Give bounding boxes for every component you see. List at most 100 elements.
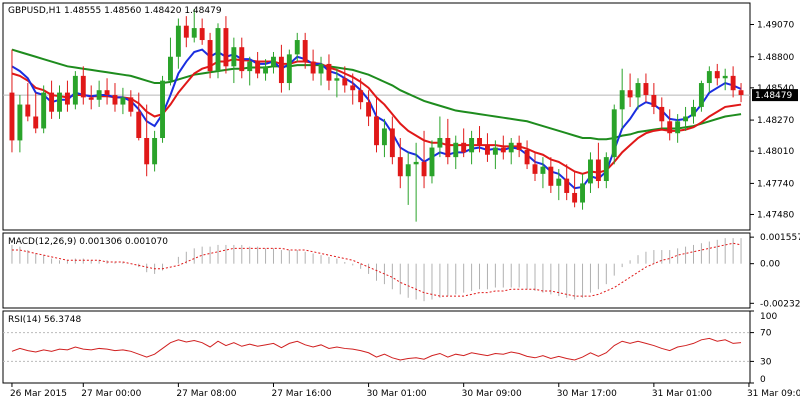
ohlc-high: 1.48560 — [104, 6, 141, 16]
candle-body — [41, 92, 47, 129]
time-tick-label: 27 Mar 00:00 — [81, 389, 141, 399]
candle-body — [532, 164, 538, 174]
candle-body — [128, 97, 134, 112]
bear-candle — [183, 16, 189, 48]
bear-candle — [350, 73, 356, 105]
candle-body — [580, 183, 585, 203]
ohlc-open: 1.48555 — [64, 6, 101, 16]
bear-candle — [112, 83, 118, 112]
bear-candle — [651, 83, 657, 115]
bear-candle — [484, 133, 490, 162]
current-price-tag: 1.48479 — [752, 89, 798, 102]
bear-candle — [374, 97, 379, 153]
bear-candle — [389, 116, 395, 165]
candle-body — [714, 71, 720, 79]
candle-body — [429, 147, 435, 177]
bull-candle — [453, 135, 459, 170]
bear-candle — [144, 104, 150, 177]
candle-body — [326, 63, 332, 81]
bear-candle — [128, 90, 134, 117]
bear-candle — [342, 66, 348, 93]
candle-body — [611, 109, 617, 158]
time-tick-label: 31 Mar 09:00 — [747, 389, 800, 399]
bull-candle — [152, 130, 158, 172]
bull-candle — [635, 78, 641, 110]
candle-body — [445, 138, 451, 158]
candle-body — [492, 147, 498, 155]
price-tick-label: 1.47480 — [757, 210, 794, 220]
candle-body — [453, 142, 459, 158]
bear-candle — [738, 83, 744, 103]
bull-candle — [160, 75, 165, 143]
bear-candle — [730, 66, 736, 98]
bull-candle — [722, 68, 728, 91]
candle-body — [57, 92, 62, 112]
bear-candle — [627, 73, 633, 107]
bear-candle — [136, 92, 142, 141]
candle-body — [659, 106, 665, 122]
candle-body — [524, 149, 530, 165]
bull-candle — [247, 56, 253, 86]
bear-candle — [207, 32, 213, 79]
time-tick-label: 30 Mar 17:00 — [557, 389, 617, 399]
bear-candle — [358, 78, 364, 110]
candle-body — [183, 25, 189, 38]
bull-candle — [17, 94, 23, 153]
candle-body — [381, 128, 387, 146]
macd-signal-line — [11, 242, 742, 297]
bear-candle — [199, 18, 205, 45]
bear-candle — [278, 44, 284, 93]
current-price-label: 1.48479 — [755, 91, 792, 101]
candle-body — [722, 75, 728, 79]
bull-candle — [603, 152, 609, 189]
candle-body — [310, 61, 316, 74]
candle-body — [540, 166, 546, 174]
candle-body — [421, 161, 427, 177]
bull-candle — [96, 80, 102, 107]
bull-candle — [120, 87, 126, 115]
candle-body — [239, 47, 245, 72]
bull-candle — [271, 51, 276, 74]
bull-candle — [588, 152, 593, 193]
rsi-tick-label: 0 — [760, 375, 766, 385]
bear-candle — [366, 90, 372, 127]
bear-candle — [477, 126, 482, 153]
candle-body — [144, 138, 150, 165]
bull-candle — [294, 32, 300, 62]
candle-body — [207, 40, 213, 72]
candle-body — [588, 159, 593, 184]
price-pane: GBPUSD,H1 1.48555 1.48560 1.48420 1.4847… — [2, 2, 798, 231]
bear-candle — [239, 37, 245, 79]
rsi-axis: 100 70 30 0 — [750, 310, 777, 385]
candle-body — [484, 145, 490, 155]
candle-body — [374, 116, 379, 146]
bull-candle — [437, 116, 443, 158]
current-price-tag-bg — [752, 89, 798, 102]
bear-candle — [310, 49, 316, 81]
bull-candle — [556, 169, 562, 201]
bull-candle — [413, 142, 419, 222]
rsi-pane-frame — [2, 310, 751, 384]
candle-body — [477, 138, 482, 146]
candle-body — [635, 83, 641, 98]
bear-candle — [643, 73, 649, 103]
candle-body — [389, 128, 395, 158]
rsi-series — [3, 332, 750, 362]
bull-candle — [57, 85, 62, 119]
candle-body — [651, 94, 657, 107]
macd-axis: 0.001557 0.00 -0.002325 — [750, 233, 800, 309]
bear-candle — [64, 80, 70, 112]
macd-series — [11, 238, 742, 302]
candle-body — [168, 56, 173, 81]
candle-body — [556, 178, 562, 186]
candle-body — [437, 138, 443, 148]
candle-body — [294, 40, 300, 55]
candle-body — [49, 92, 55, 112]
bull-candle — [619, 68, 625, 129]
candle-body — [730, 75, 736, 91]
bull-candle — [683, 106, 689, 131]
bear-candle — [421, 130, 427, 189]
candle-body — [120, 97, 126, 105]
bull-candle — [318, 56, 324, 86]
bear-candle — [595, 142, 601, 189]
